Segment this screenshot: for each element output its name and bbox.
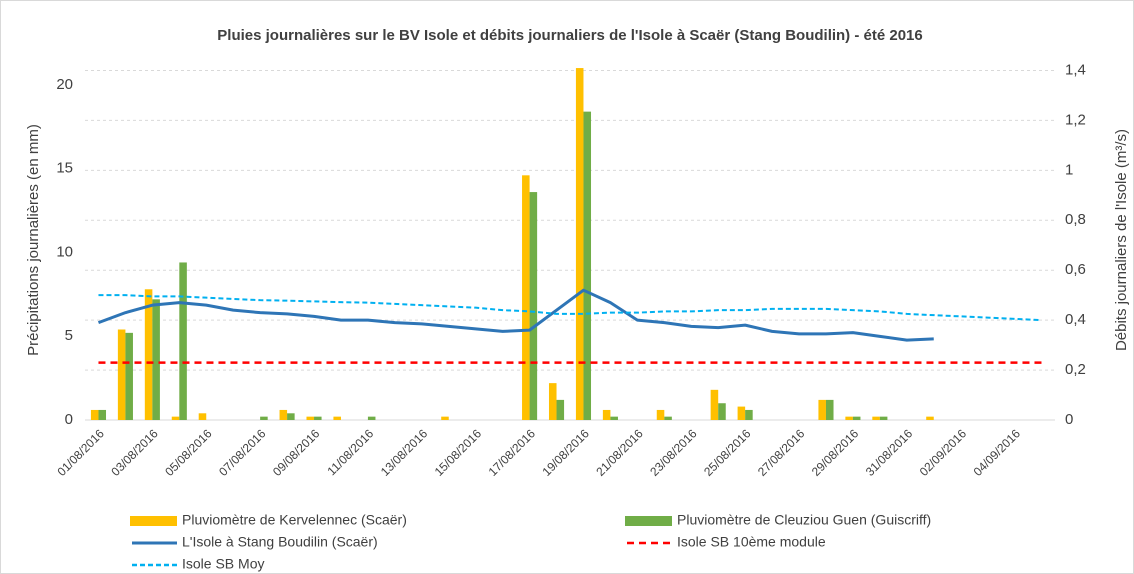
chart-title: Pluies journalières sur le BV Isole et d…: [217, 27, 922, 44]
y-axis-title: Précipitations journalières (en mm): [25, 124, 42, 356]
bar: [710, 389, 719, 420]
bar: [522, 175, 530, 420]
legend-label: L'Isole à Stang Boudilin (Scaër): [182, 534, 378, 550]
y-tick-label: 10: [56, 243, 73, 260]
bar: [583, 111, 592, 420]
bar: [152, 299, 160, 420]
bar: [818, 399, 826, 420]
bar: [260, 416, 268, 420]
bar: [144, 289, 153, 420]
y2-axis-title: Débits journaliers de l'Isole (m³/s): [1113, 129, 1130, 351]
bar: [287, 413, 295, 420]
bar: [926, 416, 934, 420]
y2-tick-label: 1,2: [1065, 111, 1086, 128]
y-tick-label: 20: [56, 76, 73, 93]
bar: [367, 416, 376, 420]
bar: [314, 416, 322, 420]
line: [98, 294, 1042, 322]
y2-tick-label: 0,6: [1065, 261, 1086, 278]
y2-tick-label: 0: [1065, 411, 1073, 428]
legend-swatch: [130, 516, 177, 526]
bar: [556, 399, 565, 420]
bar: [306, 416, 315, 420]
bar: [845, 416, 853, 420]
bar: [171, 416, 180, 420]
bar: [825, 399, 834, 420]
bar: [179, 262, 187, 420]
bar: [548, 383, 557, 420]
legend-label: Pluviomètre de Kervelennec (Scaër): [182, 512, 407, 528]
y2-tick-label: 0,4: [1065, 311, 1086, 328]
y-tick-label: 15: [56, 160, 73, 177]
bar: [664, 416, 672, 420]
legend-swatch: [625, 516, 672, 526]
legend-label: Pluviomètre de Cleuziou Guen (Guiscriff): [677, 512, 931, 528]
bar: [575, 68, 584, 421]
y-tick-label: 0: [65, 411, 73, 428]
line: [97, 288, 934, 342]
bar: [98, 409, 107, 420]
bar: [117, 329, 126, 420]
bar: [198, 413, 207, 420]
bar: [602, 409, 611, 420]
y2-tick-label: 1: [1065, 161, 1073, 178]
bar: [90, 409, 99, 420]
bar: [125, 332, 133, 420]
y2-tick-label: 0,2: [1065, 361, 1086, 378]
bar: [441, 416, 449, 420]
bar: [610, 416, 618, 420]
bar: [333, 416, 341, 420]
y2-tick-label: 0,8: [1065, 211, 1086, 228]
y2-tick-label: 1,4: [1065, 61, 1086, 78]
y-tick-label: 5: [65, 327, 73, 344]
bar: [879, 416, 888, 420]
bar: [852, 416, 861, 420]
bar: [279, 409, 288, 420]
bar: [529, 192, 538, 420]
legend-label: Isole SB 10ème module: [677, 534, 826, 550]
bar: [737, 406, 746, 420]
bar: [656, 409, 665, 420]
bar: [745, 409, 753, 420]
bar: [872, 416, 880, 420]
bar: [718, 403, 726, 420]
legend-label: Isole SB Moy: [182, 556, 264, 572]
